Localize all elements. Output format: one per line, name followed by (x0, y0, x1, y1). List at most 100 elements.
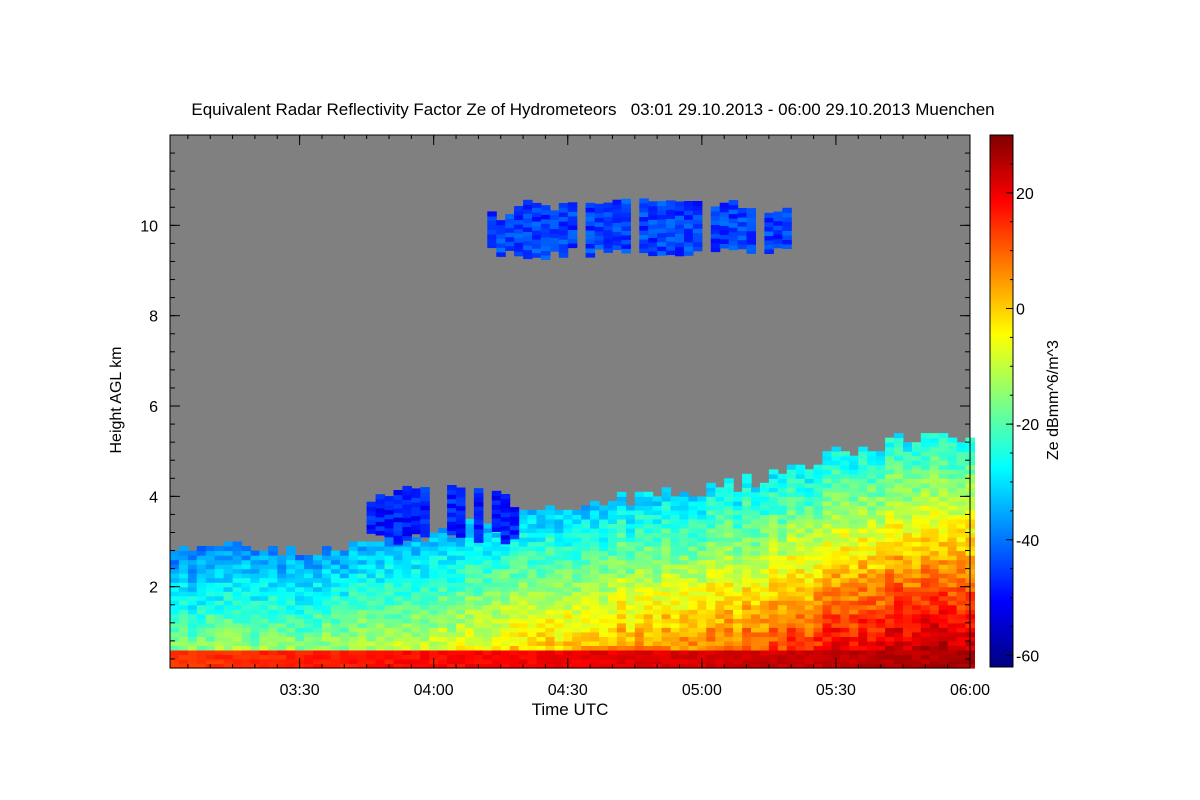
heat-cell-2363 (804, 559, 815, 565)
heat-cell-2061 (742, 564, 752, 570)
heat-cell-1514 (616, 568, 627, 574)
heat-cell-2112 (751, 528, 761, 534)
heat-cell-2167 (768, 645, 779, 651)
heat-cell-1525 (616, 518, 627, 524)
heat-cell-1288 (563, 613, 573, 619)
heat-cell-2728 (876, 618, 886, 624)
heat-cell-1209 (545, 649, 555, 655)
heat-cell-3190 (956, 600, 967, 606)
heat-cell-3337 (420, 527, 430, 533)
heat-cell-1652 (652, 636, 663, 642)
heat-cell-2592 (849, 582, 859, 588)
heat-cell-3527 (594, 226, 605, 232)
heat-cell-3308 (393, 512, 403, 518)
heat-cell-1146 (527, 618, 537, 624)
heat-cell-1854 (697, 595, 707, 601)
heat-cell-2837 (894, 573, 904, 579)
heat-cell-1213 (545, 631, 555, 637)
heat-cell-362 (286, 595, 296, 601)
heat-cell-284 (259, 595, 269, 601)
heat-cell-3183 (956, 631, 967, 637)
heat-cell-3135 (947, 618, 958, 624)
heat-cell-1736 (670, 609, 681, 615)
heat-cell-396 (295, 564, 305, 570)
heat-cell-2762 (876, 464, 886, 470)
x-tick-label: 04:30 (548, 682, 588, 699)
heat-cell-452 (322, 649, 332, 655)
heat-cell-1372 (581, 550, 591, 556)
heat-cell-2201 (768, 491, 779, 497)
heat-cell-2426 (813, 473, 824, 479)
heat-cell-532 (348, 645, 359, 651)
heat-cell-2438 (822, 622, 832, 628)
heat-cell-2115 (751, 514, 761, 520)
heat-cell-354 (286, 631, 296, 637)
heat-cell-3058 (929, 496, 940, 502)
heat-cell-587 (366, 649, 377, 655)
heat-cell-196 (232, 627, 243, 633)
heat-cell-2361 (804, 568, 815, 574)
heat-cell-318 (268, 559, 278, 565)
heat-cell-3063 (929, 473, 940, 479)
heat-cell-315 (268, 573, 278, 579)
heat-cell-642 (384, 654, 394, 660)
heat-cell-1699 (661, 595, 672, 601)
heat-cell-1003 (491, 649, 502, 655)
heat-cell-1665 (652, 577, 663, 583)
heat-cell-1536 (625, 645, 636, 651)
heat-cell-3095 (938, 564, 949, 570)
heat-cell-562 (357, 636, 368, 642)
heat-cell-3511 (585, 252, 596, 258)
heat-cell-2883 (903, 600, 913, 606)
heat-cell-2771 (885, 640, 895, 646)
heat-cell-2751 (876, 514, 886, 520)
heat-cell-722 (402, 555, 412, 561)
heat-cell-118 (205, 609, 216, 615)
heat-cell-1808 (688, 631, 698, 637)
heat-cell-1906 (706, 532, 716, 538)
heat-cell-3397 (500, 507, 511, 513)
heat-cell-1819 (688, 582, 698, 588)
heat-cell-608 (366, 555, 377, 561)
heat-cell-3405 (509, 516, 520, 522)
heat-cell-942 (473, 640, 484, 646)
heat-cell-3303 (393, 535, 403, 541)
heat-cell-856 (447, 609, 457, 615)
heat-cell-187 (223, 541, 234, 547)
heat-cell-37 (178, 613, 189, 619)
heat-cell-1847 (697, 627, 707, 633)
heat-cell-2783 (885, 586, 895, 592)
heat-cell-807 (429, 555, 439, 561)
heat-cell-3101 (938, 537, 949, 543)
heat-cell-1077 (509, 618, 520, 624)
heat-cell-3637 (684, 205, 694, 211)
heat-cell-3466 (532, 207, 542, 213)
heat-cell-2261 (786, 613, 797, 619)
heat-cell-1016 (491, 591, 502, 597)
heat-cell-3598 (657, 219, 667, 225)
heat-cell-323 (277, 659, 287, 665)
heat-cell-1737 (670, 604, 681, 610)
heat-cell-541 (348, 604, 359, 610)
heat-cell-1803 (688, 654, 698, 660)
heat-cell-621 (375, 622, 386, 628)
heat-cell-3514 (585, 238, 596, 244)
heat-cell-1208 (545, 654, 555, 660)
heat-cell-415 (304, 591, 314, 597)
heat-cell-1684 (661, 663, 672, 669)
heat-cell-812 (429, 532, 439, 538)
heat-cell-1666 (652, 573, 663, 579)
heat-cell-138 (214, 640, 225, 646)
heat-cell-2411 (813, 541, 824, 547)
heat-cell-1530 (616, 496, 627, 502)
heat-cell-191 (232, 649, 243, 655)
heat-cell-1962 (724, 645, 734, 651)
heat-cell-3327 (411, 524, 421, 530)
heat-cell-1397 (590, 600, 600, 606)
heat-cell-1039 (500, 636, 511, 642)
heat-cell-3695 (746, 226, 756, 232)
heat-cell-1570 (634, 654, 645, 660)
colorbar-tick-label: -20 (1016, 417, 1039, 434)
heat-cell-2466 (822, 496, 832, 502)
heat-cell-393 (295, 577, 305, 583)
